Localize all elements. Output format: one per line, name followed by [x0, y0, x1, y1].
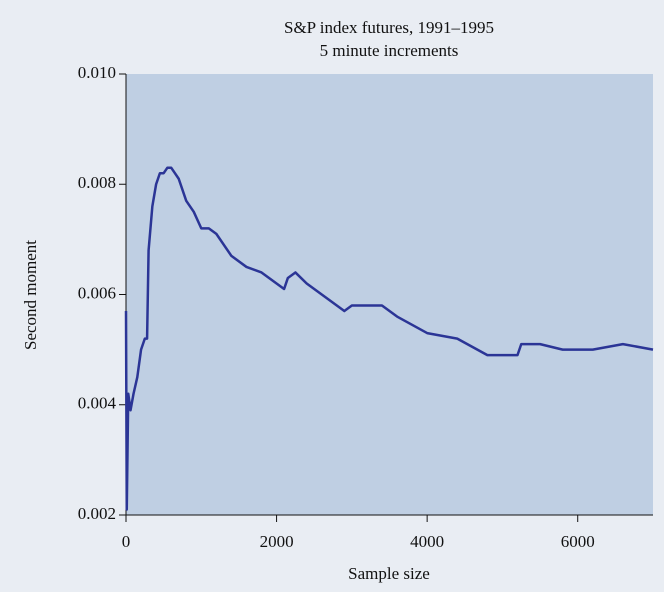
x-tick-label: 0	[122, 532, 131, 551]
y-axis-label: Second moment	[21, 240, 40, 350]
y-tick-label: 0.008	[78, 173, 116, 192]
y-tick-label: 0.002	[78, 504, 116, 523]
x-tick-label: 6000	[561, 532, 595, 551]
x-axis-label: Sample size	[348, 564, 430, 583]
y-tick-label: 0.004	[78, 394, 117, 413]
y-tick-label: 0.006	[78, 283, 116, 302]
x-tick-label: 4000	[410, 532, 444, 551]
data-line	[124, 166, 654, 511]
chart-title: S&P index futures, 1991–1995	[284, 18, 494, 37]
chart-subtitle: 5 minute increments	[320, 41, 459, 60]
y-tick-label: 0.010	[78, 63, 116, 82]
plot-area	[126, 74, 653, 515]
x-tick-label: 2000	[260, 532, 294, 551]
